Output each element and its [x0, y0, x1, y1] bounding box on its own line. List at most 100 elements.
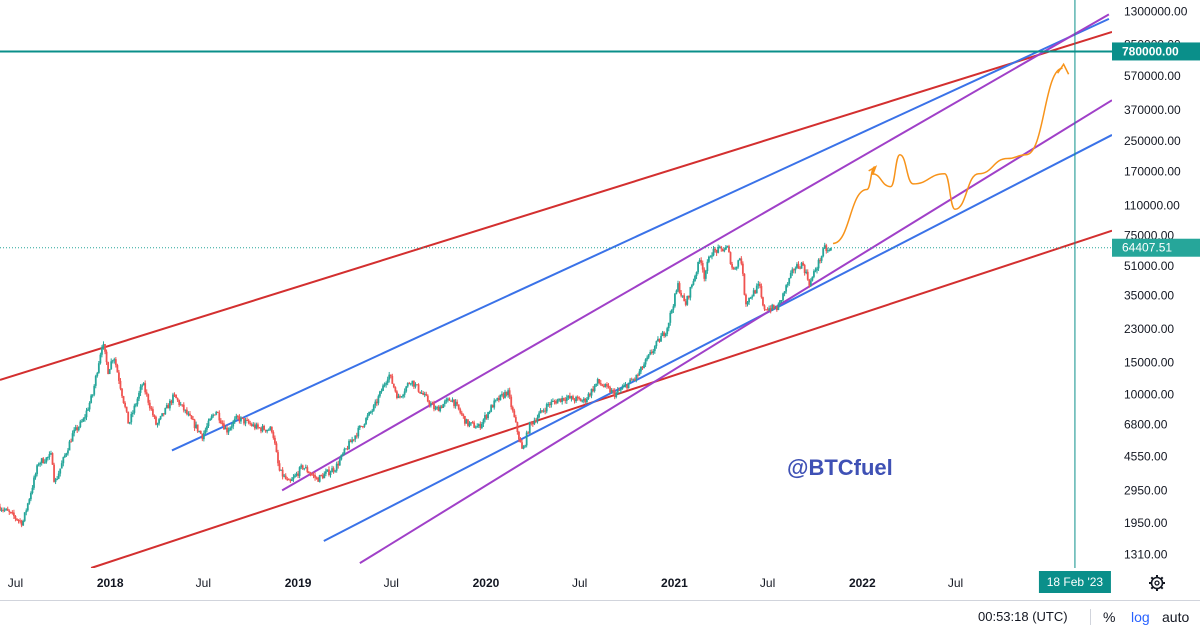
- candle-body: [471, 422, 474, 424]
- candle-body: [326, 469, 329, 472]
- candle-body: [763, 305, 766, 310]
- candle-body: [691, 284, 693, 288]
- candle-body: [352, 439, 355, 441]
- candle-body: [431, 403, 434, 405]
- candle-body: [561, 397, 564, 402]
- candle-body: [301, 465, 304, 469]
- candle-body: [473, 422, 476, 428]
- candle-body: [499, 394, 502, 401]
- candle-body: [196, 424, 199, 432]
- candle-body: [453, 399, 455, 407]
- candle-body: [757, 283, 760, 286]
- candle-body: [675, 290, 678, 294]
- candle-body: [294, 475, 296, 478]
- candle-body: [510, 396, 513, 408]
- candle-body: [85, 410, 88, 418]
- candle-body: [213, 414, 216, 416]
- candle-body: [6, 508, 9, 511]
- trendline-1: [0, 30, 1113, 381]
- candle-body: [462, 414, 465, 417]
- candle-body: [71, 433, 74, 442]
- candle-body: [236, 415, 239, 417]
- candle-body: [465, 419, 468, 424]
- candle-body: [345, 448, 347, 450]
- chart[interactable]: Jul 2018 Jul 2019 Jul 2020 Jul 2021 Jul 2022 Jul 13…: [0, 0, 1200, 600]
- trendline-layer: [0, 13, 1113, 569]
- candle-body: [386, 379, 389, 384]
- candle-body: [267, 429, 270, 431]
- candle-body: [708, 256, 710, 262]
- candle-body: [701, 263, 704, 270]
- candle-body: [357, 427, 360, 437]
- candle-body: [258, 427, 261, 429]
- candle-body: [660, 335, 662, 342]
- candle-body: [54, 479, 57, 482]
- candle-body: [62, 457, 65, 464]
- candle-body: [280, 469, 282, 471]
- candle-body: [144, 383, 147, 393]
- candle-body: [785, 285, 788, 292]
- labels-layer: Jul 2018 Jul 2019 Jul 2020 Jul 2021 Jul 2022 Jul 13…: [8, 4, 1200, 593]
- candle-body: [371, 410, 374, 412]
- candle-body: [800, 262, 803, 269]
- candle-body: [150, 408, 153, 410]
- candle-body: [569, 395, 571, 399]
- percent-scale-button[interactable]: %: [1103, 609, 1116, 625]
- x-tick-label: 2021: [661, 576, 688, 590]
- candle-body: [227, 430, 230, 433]
- candle-body: [570, 396, 573, 399]
- candle-body: [689, 287, 692, 298]
- axis-layer: [0, 0, 1200, 600]
- candle-body: [646, 357, 649, 360]
- candle-body: [260, 427, 262, 432]
- candle-body: [116, 365, 119, 373]
- candle-body: [720, 246, 723, 249]
- candle-body: [819, 259, 821, 261]
- candle-body: [513, 410, 516, 418]
- price-chart-svg[interactable]: Jul 2018 Jul 2019 Jul 2020 Jul 2021 Jul 2022 Jul 13…: [0, 0, 1200, 600]
- candle-body: [281, 469, 284, 477]
- candle-body: [579, 398, 582, 402]
- candle-body: [102, 344, 105, 348]
- candle-body: [291, 479, 293, 481]
- candle-body: [375, 401, 378, 404]
- candle-body: [749, 297, 752, 299]
- candle-body: [516, 422, 519, 432]
- candle-body: [226, 427, 228, 433]
- candle-body: [630, 379, 633, 381]
- x-tick-label: Jul: [760, 576, 775, 590]
- candle-body: [349, 440, 352, 443]
- last-price-tag-bg: [1112, 238, 1200, 257]
- y-tick-label: 6800.00: [1124, 418, 1168, 432]
- candle-body: [263, 425, 265, 430]
- candle-body: [582, 398, 585, 401]
- candle-body: [806, 271, 809, 280]
- candle-body: [224, 427, 227, 430]
- status-bar: 00:53:18 (UTC) % log auto: [0, 600, 1200, 633]
- candle-body: [575, 396, 577, 402]
- candle-body: [283, 475, 286, 477]
- candle-body: [354, 435, 357, 440]
- candle-body: [111, 360, 114, 362]
- candle-body: [428, 401, 431, 405]
- candle-body: [240, 417, 242, 422]
- log-scale-button[interactable]: log: [1131, 609, 1150, 625]
- candle-body: [229, 427, 232, 431]
- candle-body: [190, 415, 193, 420]
- candle-body: [348, 440, 350, 450]
- x-tick-label: 2018: [97, 576, 124, 590]
- candle-body: [809, 280, 812, 286]
- candle-body: [581, 400, 584, 402]
- candle-body: [341, 453, 344, 455]
- candle-body: [289, 480, 292, 482]
- candle-body: [138, 392, 140, 399]
- auto-scale-button[interactable]: auto: [1162, 609, 1190, 625]
- settings-gear-icon[interactable]: [1149, 575, 1165, 591]
- candle-body: [794, 268, 797, 271]
- candle-body: [104, 344, 106, 352]
- x-tick-label: Jul: [572, 576, 587, 590]
- candle-body: [661, 332, 664, 336]
- candle-body: [107, 362, 110, 375]
- y-tick-label: 4550.00: [1124, 449, 1168, 463]
- candle-body: [261, 425, 264, 432]
